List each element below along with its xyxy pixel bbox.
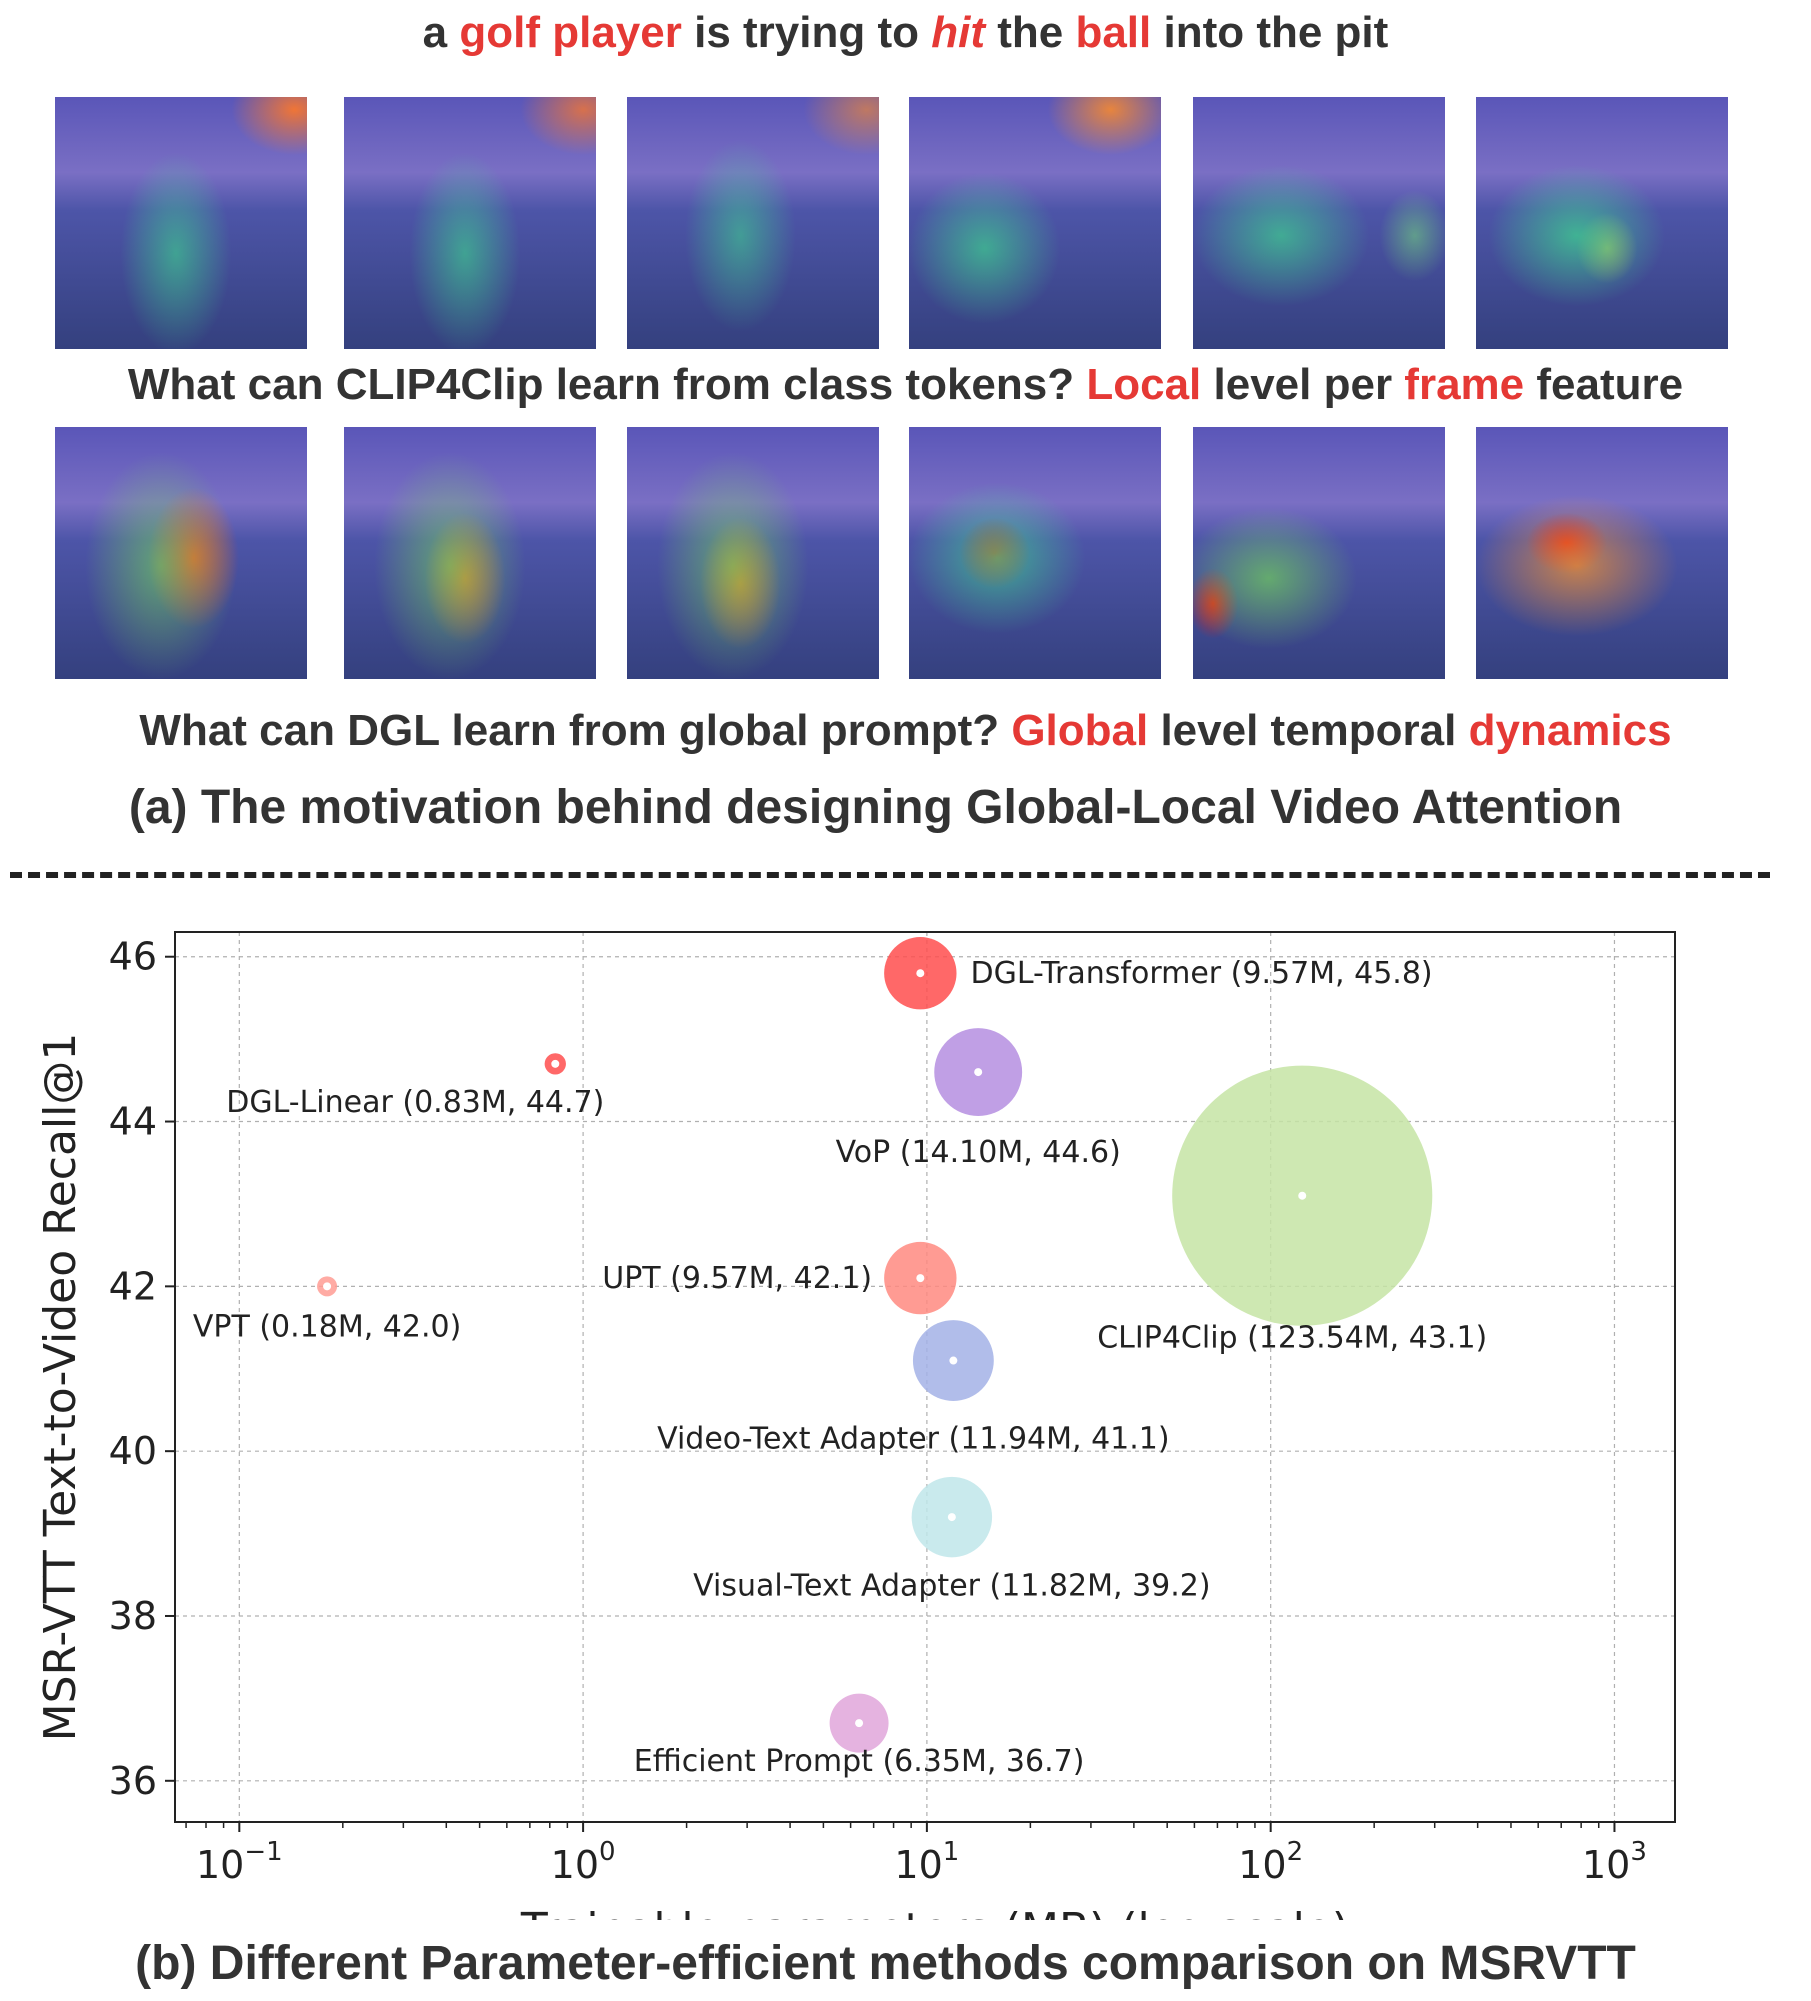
attention-heatmap	[1476, 427, 1728, 679]
attention-heatmap	[344, 97, 596, 349]
data-label: DGL-Linear (0.83M, 44.7)	[226, 1085, 604, 1120]
data-point-center	[855, 1719, 864, 1728]
attention-heatmap	[627, 97, 879, 349]
top-sentence-highlight-hit: hit	[931, 8, 985, 57]
attention-heatmap	[1476, 97, 1728, 349]
top-sentence-highlight-golf-player: golf player	[459, 8, 682, 57]
row2-frame-2	[344, 427, 596, 679]
row1-frame-3	[627, 97, 879, 349]
data-label: UPT (9.57M, 42.1)	[602, 1261, 872, 1296]
row2-caption: What can DGL learn from global prompt? G…	[0, 706, 1811, 756]
row1-caption-highlight-local: Local	[1086, 360, 1202, 409]
row2-caption-part: level temporal	[1148, 706, 1469, 755]
row1-frame-6	[1476, 97, 1728, 349]
top-sentence-part: is trying to	[681, 8, 932, 57]
attention-heatmap	[344, 427, 596, 679]
y-tick-label: 36	[109, 1759, 157, 1803]
plot-frame	[174, 931, 1676, 1823]
top-sentence-part: the	[985, 8, 1076, 57]
row2-frame-5	[1193, 427, 1445, 679]
attention-heatmap	[1193, 427, 1445, 679]
attention-heatmap	[627, 427, 879, 679]
top-sentence-highlight-ball: ball	[1075, 8, 1152, 57]
top-sentence: a golf player is trying to hit the ball …	[0, 8, 1811, 58]
caption-b: (b) Different Parameter-efficient method…	[135, 1937, 1636, 1990]
data-label: Visual-Text Adapter (11.82M, 39.2)	[693, 1568, 1210, 1603]
y-axis-label: MSR-VTT Text-to-Video Recall@1	[35, 1033, 86, 1742]
y-tick-label: 42	[109, 1264, 157, 1308]
data-point-center	[974, 1068, 983, 1077]
data-label: VPT (0.18M, 42.0)	[193, 1309, 461, 1344]
data-point-center	[949, 1356, 958, 1365]
section-divider	[10, 872, 1770, 878]
data-point-center	[323, 1282, 332, 1291]
row1-caption-part: feature	[1524, 360, 1684, 409]
row1-caption-highlight-frame: frame	[1404, 360, 1525, 409]
data-point-center	[947, 1513, 956, 1522]
row2-frame-3	[627, 427, 879, 679]
data-label: CLIP4Clip (123.54M, 43.1)	[1097, 1321, 1487, 1356]
attention-heatmap	[55, 97, 307, 349]
row2-caption-highlight-global: Global	[1011, 706, 1149, 755]
attention-heatmap	[1193, 97, 1445, 349]
attention-heatmap	[909, 427, 1161, 679]
data-label: Video-Text Adapter (11.94M, 41.1)	[657, 1422, 1170, 1457]
row1-frame-2	[344, 97, 596, 349]
y-tick-label: 38	[109, 1594, 157, 1638]
row2-caption-part: What can DGL learn from global prompt?	[139, 706, 1012, 755]
row1-caption: What can CLIP4Clip learn from class toke…	[0, 360, 1811, 410]
top-sentence-part: a	[422, 8, 460, 57]
attention-heatmap	[909, 97, 1161, 349]
data-point-center	[916, 969, 925, 978]
x-tick-label: 10−1	[196, 1837, 283, 1887]
caption-a: (a) The motivation behind designing Glob…	[128, 781, 1623, 834]
row1-caption-part: What can CLIP4Clip learn from class toke…	[127, 360, 1087, 409]
x-tick-label: 103	[1582, 1837, 1647, 1887]
data-label: Efficient Prompt (6.35M, 36.7)	[634, 1744, 1085, 1779]
y-tick-label: 44	[109, 1100, 157, 1144]
y-tick-label: 46	[109, 935, 157, 979]
x-tick-label: 102	[1238, 1837, 1303, 1887]
top-sentence-part: into the pit	[1151, 8, 1389, 57]
row2-frame-6	[1476, 427, 1728, 679]
x-tick-label: 100	[551, 1837, 616, 1887]
x-tick-label: 101	[894, 1837, 959, 1887]
row1-frame-4	[909, 97, 1161, 349]
x-axis-label: Trainable parameters (MB) (log scale)	[520, 1904, 1349, 1920]
row1-caption-part: level per	[1201, 360, 1405, 409]
data-label: DGL-Transformer (9.57M, 45.8)	[971, 956, 1433, 991]
bubble-chart: DGL-Transformer (9.57M, 45.8) DGL-Linear …	[35, 931, 1676, 1920]
row1-frame-5	[1193, 97, 1445, 349]
row1-frame-1	[55, 97, 307, 349]
data-point-center	[551, 1059, 560, 1068]
row2-caption-highlight-dynamics: dynamics	[1468, 706, 1672, 755]
attention-heatmap	[55, 427, 307, 679]
data-point-center	[1298, 1191, 1307, 1200]
y-tick-label: 40	[109, 1429, 157, 1473]
data-label: VoP (14.10M, 44.6)	[836, 1135, 1121, 1170]
row2-frame-4	[909, 427, 1161, 679]
row2-frame-1	[55, 427, 307, 679]
data-point-center	[916, 1274, 925, 1283]
